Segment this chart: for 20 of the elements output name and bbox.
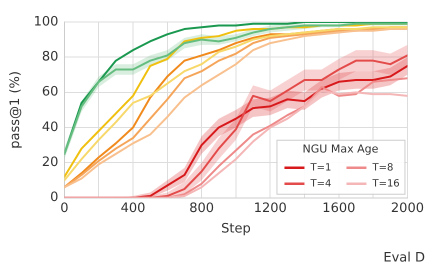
y-axis-title: pass@1 (%) [8, 71, 24, 149]
text: Eval D [383, 250, 425, 266]
x-axis-title: Step [221, 222, 251, 237]
y-tick-label: 0 [50, 190, 58, 206]
y-tick-label: 20 [42, 155, 58, 170]
y-tick-label: 80 [42, 50, 58, 65]
y-tick-label: 100 [34, 14, 58, 30]
x-tick-label: 2000 [390, 200, 424, 216]
legend-label: T=8 [371, 162, 394, 174]
legend-label: T=4 [309, 178, 332, 190]
legend-title: NGU Max Age [302, 142, 379, 156]
x-tick-label: 800 [189, 200, 214, 216]
x-tick-label: 1600 [322, 200, 356, 216]
legend-label: T=1 [309, 162, 332, 174]
x-tick-label: 400 [120, 200, 146, 216]
x-tick-label: 1200 [254, 200, 287, 216]
y-tick-label: 60 [42, 84, 58, 100]
y-tick-label: 40 [42, 120, 58, 135]
legend-label: T=16 [371, 178, 400, 190]
x-tick-label: 0 [60, 200, 69, 216]
